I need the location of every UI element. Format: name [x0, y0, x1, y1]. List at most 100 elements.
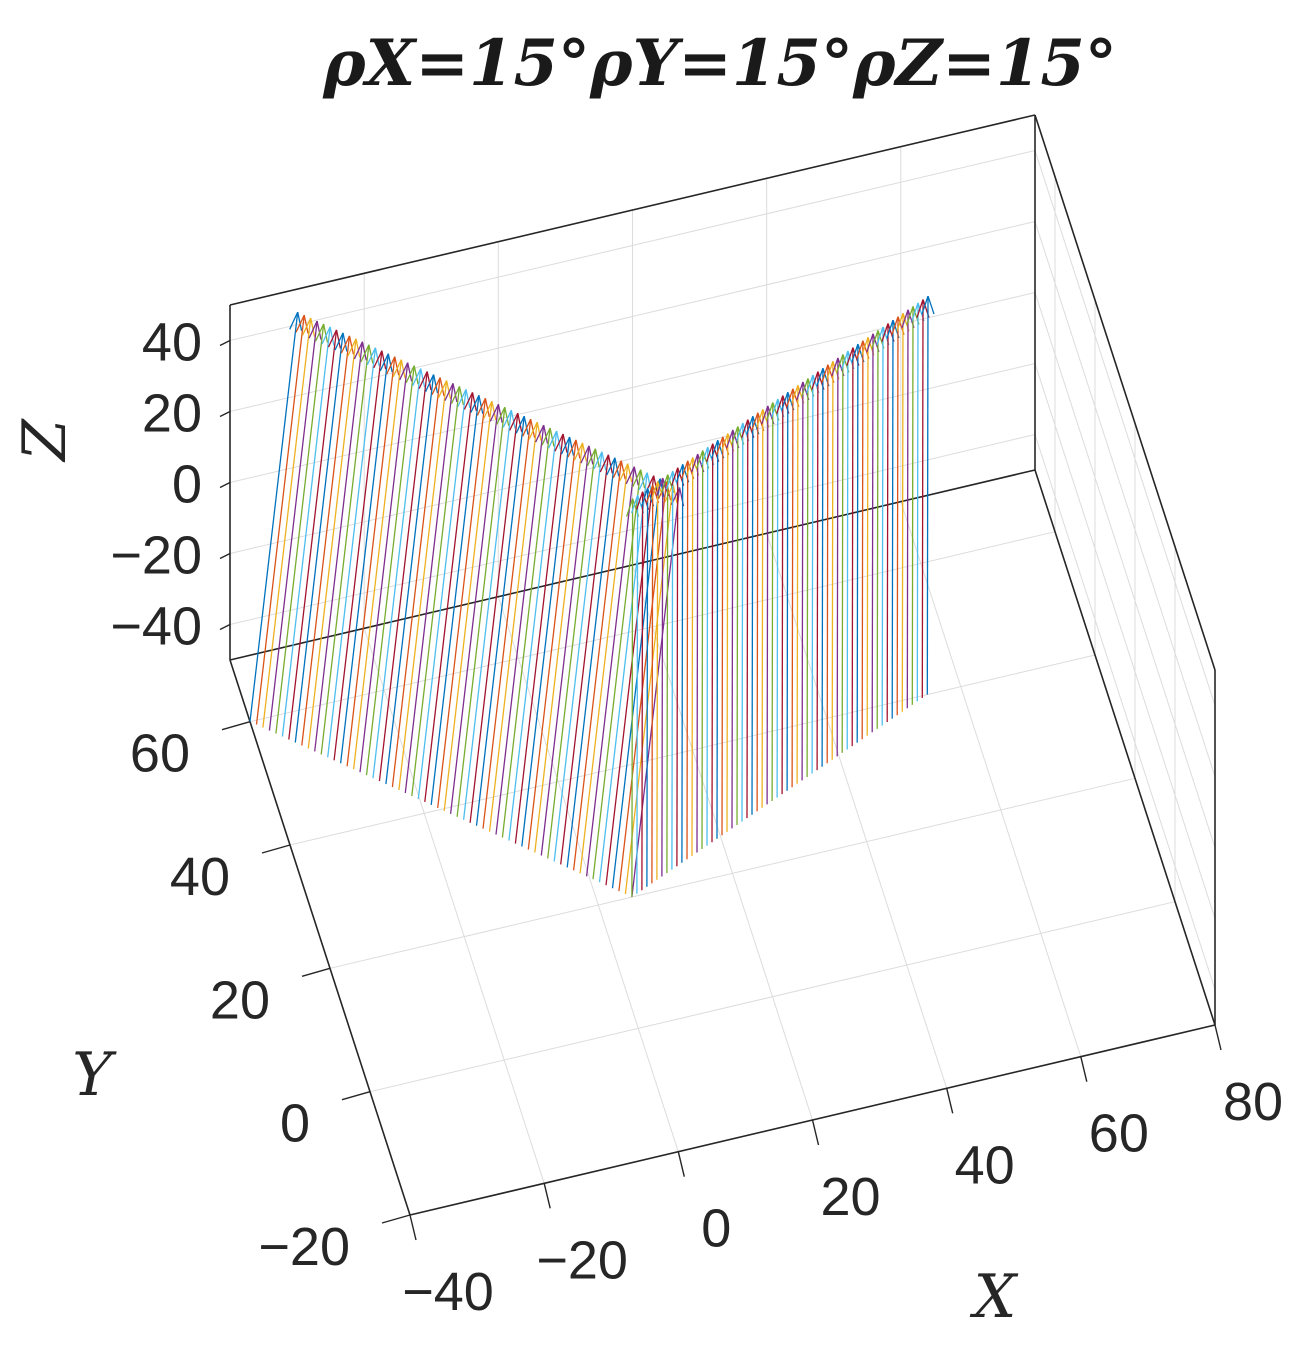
vector-arrow-head [627, 463, 633, 483]
vector-arrow [646, 488, 649, 887]
vector-arrow-head [791, 385, 799, 404]
z-tick-mark [219, 552, 231, 560]
vector-arrow [320, 344, 370, 755]
vector-arrow [333, 350, 383, 761]
side-wall-grid-line [1034, 150, 1216, 706]
vector-arrow [911, 306, 914, 705]
vector-arrow [806, 378, 809, 778]
vector-arrow [359, 362, 409, 773]
vector-arrow [706, 447, 709, 846]
vector-arrow [886, 323, 889, 723]
y-tick-mark [381, 1214, 411, 1224]
vector-arrow [856, 344, 859, 743]
vector-arrow-head [387, 353, 393, 373]
vector-arrow [731, 429, 734, 829]
vector-arrow-head [701, 446, 709, 466]
vector-arrow [876, 330, 879, 729]
vector-arrow [469, 413, 519, 823]
vector-arrow-head [927, 295, 935, 315]
z-tick-label: 40 [142, 313, 202, 373]
vector-arrow-head [806, 374, 814, 394]
vector-arrow [585, 466, 635, 877]
vector-arrow-head [811, 371, 819, 390]
vector-arrow-head [593, 451, 603, 470]
vector-arrow [676, 467, 679, 867]
vector-arrow-head [543, 424, 549, 444]
x-tick-label: −20 [536, 1230, 628, 1290]
vector-arrow-head [633, 466, 639, 486]
vector-arrow [651, 484, 654, 884]
y-tick-mark [261, 844, 291, 854]
vector-arrow-head [379, 353, 389, 372]
vector-arrow-head [347, 338, 357, 357]
vector-arrow-head [801, 378, 809, 397]
vector-arrow-head [555, 430, 562, 450]
box-edge [229, 659, 411, 1216]
vector-arrow-head [716, 436, 724, 456]
vector-arrow [398, 380, 448, 791]
vector-field [249, 295, 935, 898]
vector-arrow-head [400, 359, 406, 379]
z-tick-label: −40 [110, 597, 202, 657]
x-tick-label: 20 [820, 1167, 880, 1227]
z-tick-mark [219, 410, 231, 418]
vector-arrow [255, 315, 305, 725]
vector-arrow [866, 337, 869, 736]
side-wall-grid-line [1034, 292, 1216, 848]
vector-arrow [424, 392, 474, 802]
x-tick-mark [543, 1183, 551, 1209]
x-tick-label: 0 [701, 1199, 731, 1259]
vector-arrow [605, 475, 655, 886]
x-tick-label: 60 [1089, 1104, 1149, 1164]
vector-arrow [921, 299, 924, 699]
vector-arrow-head [706, 443, 714, 462]
vector-arrow [417, 389, 467, 800]
vector-arrow [560, 454, 610, 865]
vector-arrow [696, 453, 699, 853]
vector-arrow-head [665, 470, 674, 490]
vector-arrow-head [771, 398, 779, 418]
z-tick-label: 20 [142, 384, 202, 444]
vector-arrow-head [374, 347, 380, 367]
vector-arrow-head [660, 474, 669, 493]
y-tick-mark [341, 1091, 371, 1101]
vector-arrow [716, 440, 719, 839]
vector-arrow-head [491, 401, 497, 421]
vector-arrow-head [746, 415, 754, 435]
vector-arrow-head [588, 445, 594, 465]
vector-arrow [831, 361, 834, 760]
vector-arrow [547, 448, 597, 859]
y-axis-label: Y [72, 1040, 117, 1110]
vector-arrow-head [426, 371, 432, 391]
vector-arrow-head [575, 439, 581, 459]
box-edge [1034, 114, 1216, 671]
vector-arrow [701, 450, 704, 850]
vector-arrow [861, 340, 864, 740]
vector-arrow-head [471, 392, 477, 412]
vector-arrow-head [816, 367, 824, 387]
vector-arrow [926, 296, 929, 695]
floor-grid-line [766, 533, 948, 1089]
back-wall-grid-line [229, 150, 1036, 341]
vector-arrow-head [638, 472, 648, 491]
x-tick-mark [811, 1119, 820, 1146]
vector-arrow-head [761, 405, 769, 425]
vector-arrow-head [315, 323, 325, 342]
vector-arrow [786, 392, 789, 791]
vector-arrow-head [437, 380, 448, 398]
vector-arrow-head [686, 457, 694, 476]
vector-arrow-head [646, 472, 652, 492]
vector-arrow [761, 409, 764, 808]
vector-arrow [851, 347, 854, 747]
vector-arrow [871, 333, 874, 733]
vector-arrow-head [620, 460, 626, 480]
vector-arrow-head [335, 329, 342, 349]
vector-arrow [391, 377, 441, 788]
vector-arrow [508, 430, 558, 841]
vector-arrow-head [541, 427, 551, 446]
vector-arrow-head [916, 299, 924, 318]
vector-arrow [836, 357, 839, 757]
vector-arrow-head [607, 454, 613, 474]
vector-arrow-head [866, 333, 874, 353]
vector-arrow-head [340, 335, 351, 354]
